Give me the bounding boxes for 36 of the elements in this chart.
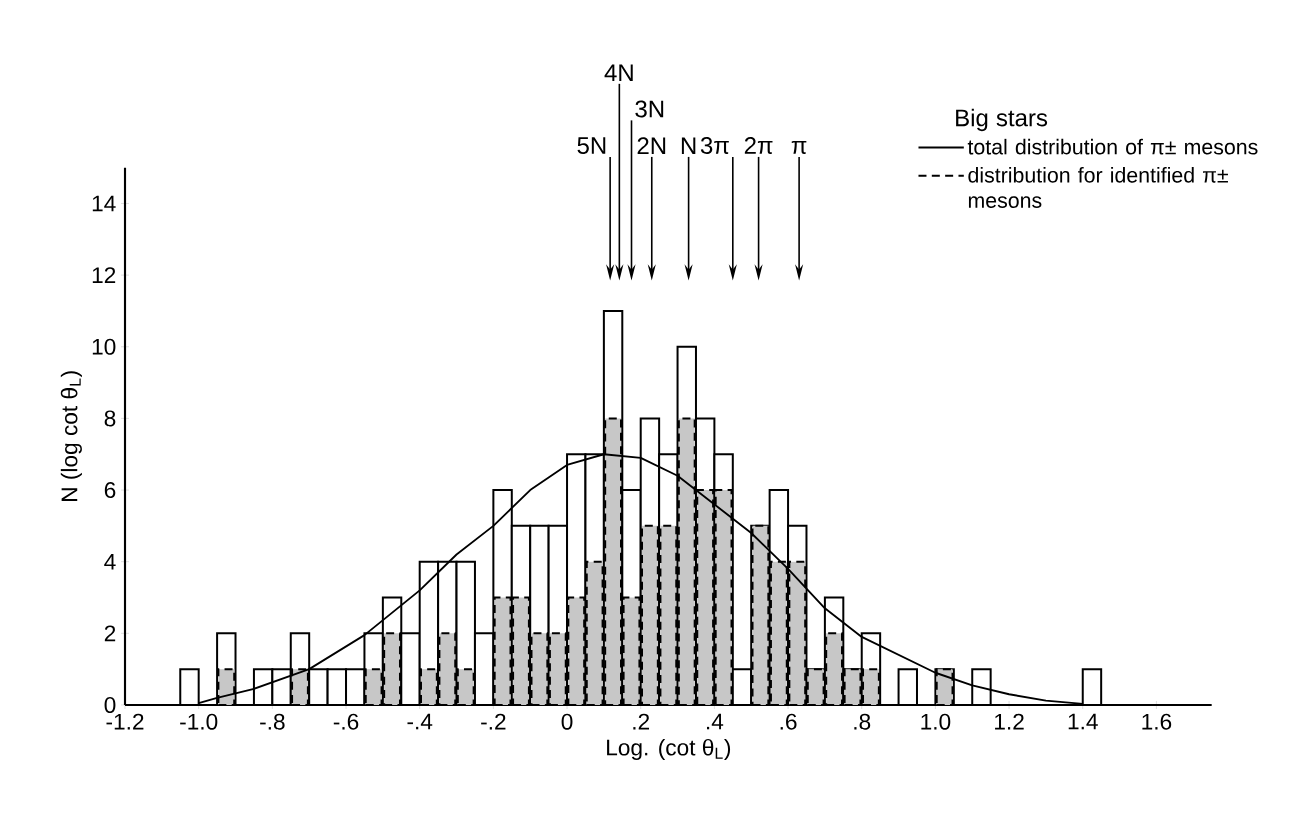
y-axis-title: N (log cot θ$_{L}$) [60,371,82,501]
legend-label: total distribution of π± mesons [967,138,1258,155]
y-tick-label: 2 [104,625,116,642]
ref-line-label: 3π [700,136,729,154]
x-axis-title: Log. (cot θ$_{L}$) [607,738,731,761]
x-tick-label: .4 [707,713,724,730]
x-tick-label: -1.2 [106,713,144,730]
y-tick-label: 12 [92,267,116,284]
x-tick-label: .8 [854,713,871,730]
x-tick-label: 1.6 [1142,713,1172,730]
ref-line-label: 4N [604,64,633,81]
y-tick-label: 6 [104,482,116,499]
x-tick-label: .6 [780,713,797,730]
x-tick-label: 0 [561,713,573,730]
legend-title: Big stars [956,108,1048,132]
ref-line-label: π [791,141,807,154]
ref-line-label: N [681,137,696,154]
ref-line-label: 3N [635,100,664,118]
legend-label: distribution for identified π± mesons [968,166,1228,208]
x-tick-label: .2 [633,713,650,730]
x-tick-label: 1.2 [995,713,1024,730]
x-tick-label: -.4 [407,713,433,730]
x-tick-label: -.2 [481,713,506,730]
x-tick-label: 1.0 [921,713,951,730]
x-tick-label: 1.4 [1068,713,1098,730]
y-tick-label: 10 [92,338,116,355]
x-tick-label: -.8 [260,713,285,730]
y-tick-label: 14 [92,195,116,212]
y-tick-label: 8 [104,410,116,427]
y-tick-label: 0 [104,696,116,714]
x-tick-label: -.6 [333,713,359,730]
ref-line-label: 5N [577,137,606,154]
ref-line-label: 2N [637,137,666,154]
ref-line-label: 2π [744,136,773,154]
y-tick-label: 4 [104,553,116,570]
x-tick-label: -1.0 [180,713,218,730]
